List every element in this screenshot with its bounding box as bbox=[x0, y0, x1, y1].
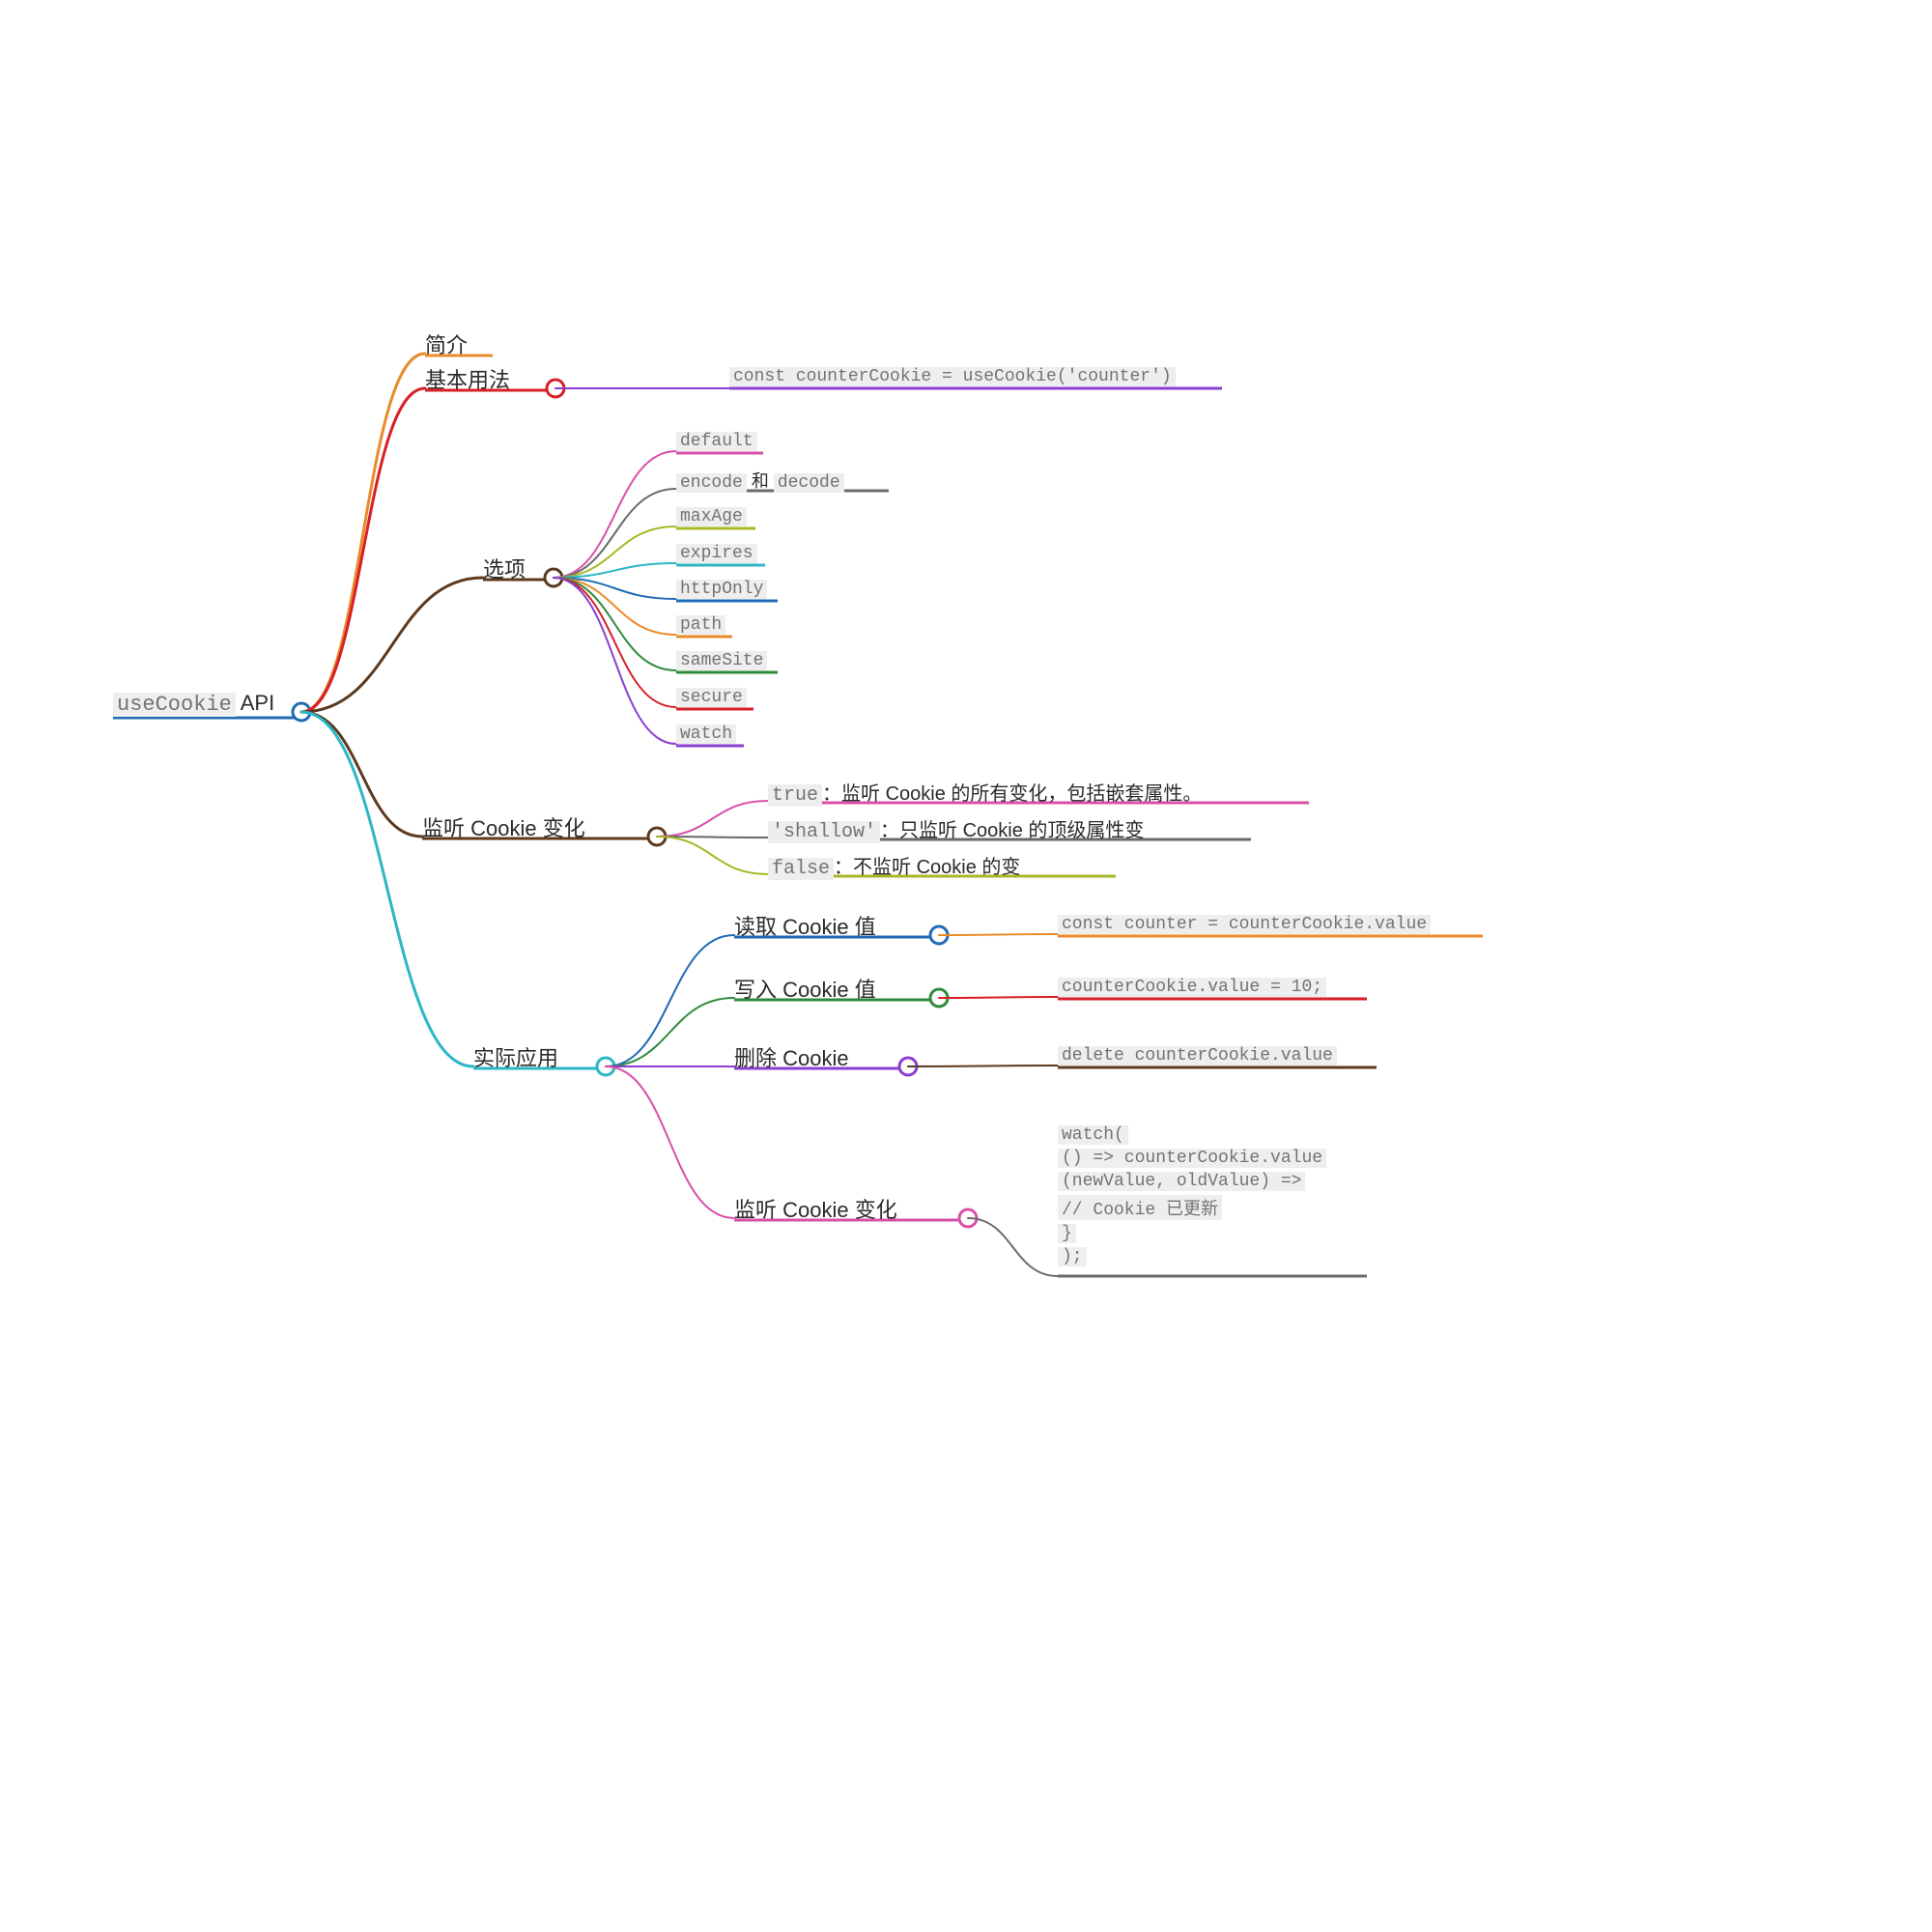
app-watch2-label: 监听 Cookie 变化 bbox=[734, 1193, 897, 1228]
l1-watch: 监听 Cookie 变化 bbox=[422, 811, 654, 846]
opt-0-label: default bbox=[676, 430, 757, 455]
watch-0-label: true：监听 Cookie 的所有变化，包括嵌套属性。 bbox=[768, 778, 1202, 810]
code-line: } bbox=[1058, 1224, 1076, 1243]
l1-opts: 选项 bbox=[483, 553, 553, 587]
l1-app-label: 实际应用 bbox=[473, 1041, 558, 1076]
app-del-leaf-label: delete counterCookie.value bbox=[1058, 1044, 1337, 1069]
app-watch2: 监听 Cookie 变化 bbox=[734, 1193, 966, 1228]
app-read-label: 读取 Cookie 值 bbox=[734, 910, 876, 945]
code-line: ); bbox=[1058, 1247, 1087, 1266]
app-write: 写入 Cookie 值 bbox=[734, 973, 937, 1008]
watch-0: true：监听 Cookie 的所有变化，包括嵌套属性。 bbox=[768, 778, 1309, 810]
app-read-leaf-label: const counter = counterCookie.value bbox=[1058, 913, 1431, 938]
basic-code: const counterCookie = useCookie('counter… bbox=[729, 365, 1222, 390]
app-del: 删除 Cookie bbox=[734, 1041, 906, 1076]
l1-app: 实际应用 bbox=[473, 1041, 604, 1076]
opt-8-label: watch bbox=[676, 723, 736, 748]
app-write-leaf-label: counterCookie.value = 10; bbox=[1058, 976, 1326, 1001]
l1-intro-label: 简介 bbox=[425, 328, 468, 363]
l1-basic-label: 基本用法 bbox=[425, 363, 510, 398]
code-line: // Cookie 已更新 bbox=[1058, 1195, 1222, 1220]
root-label: useCookie API bbox=[113, 691, 274, 721]
watch-2-label: false：不监听 Cookie 的变 bbox=[768, 851, 1020, 884]
l1-watch-label: 监听 Cookie 变化 bbox=[422, 811, 585, 846]
code-line: () => counterCookie.value bbox=[1058, 1149, 1326, 1168]
opt-8: watch bbox=[676, 723, 744, 748]
opt-7-label: secure bbox=[676, 686, 747, 711]
opt-6-label: sameSite bbox=[676, 649, 767, 674]
watch-2: false：不监听 Cookie 的变 bbox=[768, 851, 1116, 884]
app-read-leaf: const counter = counterCookie.value bbox=[1058, 913, 1483, 938]
app-write-leaf: counterCookie.value = 10; bbox=[1058, 976, 1367, 1001]
opt-1-label: encode 和 decode bbox=[676, 468, 844, 497]
basic-code-label: const counterCookie = useCookie('counter… bbox=[729, 365, 1176, 390]
opt-5: path bbox=[676, 613, 732, 639]
mindmap-stage: useCookie API简介基本用法选项监听 Cookie 变化实际应用con… bbox=[0, 0, 1932, 1932]
opt-3-label: expires bbox=[676, 542, 757, 567]
opt-1: encode 和 decode bbox=[676, 468, 889, 497]
l1-intro: 简介 bbox=[425, 328, 493, 363]
opt-2-label: maxAge bbox=[676, 505, 747, 530]
edges-layer bbox=[0, 0, 1932, 1932]
watch-1-label: 'shallow'：只监听 Cookie 的顶级属性变 bbox=[768, 814, 1144, 847]
watch-1: 'shallow'：只监听 Cookie 的顶级属性变 bbox=[768, 814, 1251, 847]
app-watch2-codeblock: watch( () => counterCookie.value (newVal… bbox=[1058, 1125, 1326, 1270]
opt-3: expires bbox=[676, 542, 765, 567]
l1-opts-label: 选项 bbox=[483, 553, 526, 587]
code-line: watch( bbox=[1058, 1125, 1128, 1145]
opt-4: httpOnly bbox=[676, 578, 778, 603]
opt-4-label: httpOnly bbox=[676, 578, 767, 603]
opt-2: maxAge bbox=[676, 505, 755, 530]
opt-7: secure bbox=[676, 686, 753, 711]
app-del-leaf: delete counterCookie.value bbox=[1058, 1044, 1377, 1069]
app-read: 读取 Cookie 值 bbox=[734, 910, 937, 945]
code-line: (newValue, oldValue) => bbox=[1058, 1172, 1305, 1191]
opt-5-label: path bbox=[676, 613, 725, 639]
l1-basic: 基本用法 bbox=[425, 363, 551, 398]
app-del-label: 删除 Cookie bbox=[734, 1041, 849, 1076]
opt-0: default bbox=[676, 430, 763, 455]
app-write-label: 写入 Cookie 值 bbox=[734, 973, 876, 1008]
root: useCookie API bbox=[113, 691, 301, 721]
opt-6: sameSite bbox=[676, 649, 778, 674]
